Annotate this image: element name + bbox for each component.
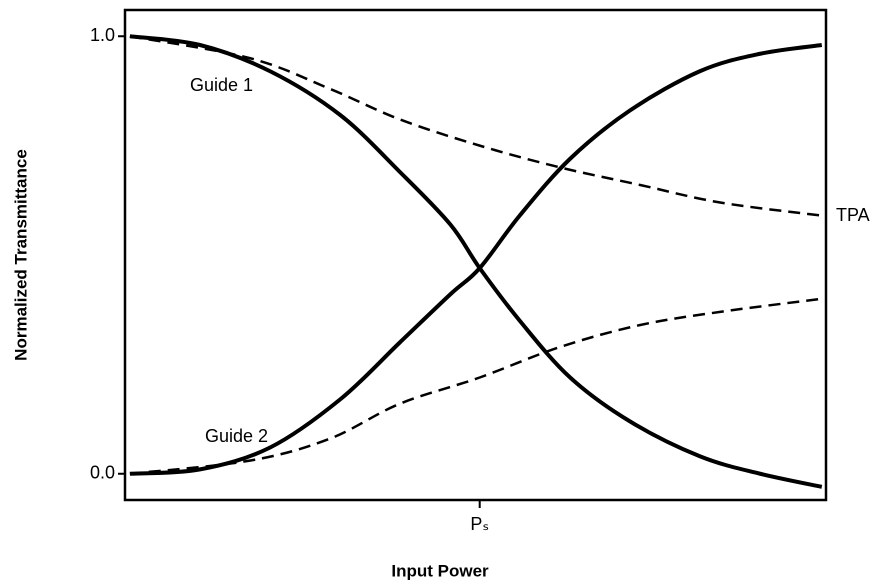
annotation: Guide 1 — [190, 75, 253, 95]
series-line — [129, 35, 822, 217]
series-line — [129, 34, 823, 489]
x-axis-label: Input Power — [391, 561, 489, 580]
y-axis-label: Normalized Transmittance — [11, 149, 30, 361]
series-line — [129, 43, 823, 476]
y-tick-label: 1.0 — [90, 25, 115, 45]
annotation: Guide 2 — [205, 426, 268, 446]
series-line — [129, 297, 822, 475]
annotation: TPA — [836, 205, 870, 225]
x-tick-label: Pₛ — [470, 514, 489, 534]
plot-frame — [123, 8, 828, 502]
y-tick-label: 0.0 — [90, 463, 115, 483]
